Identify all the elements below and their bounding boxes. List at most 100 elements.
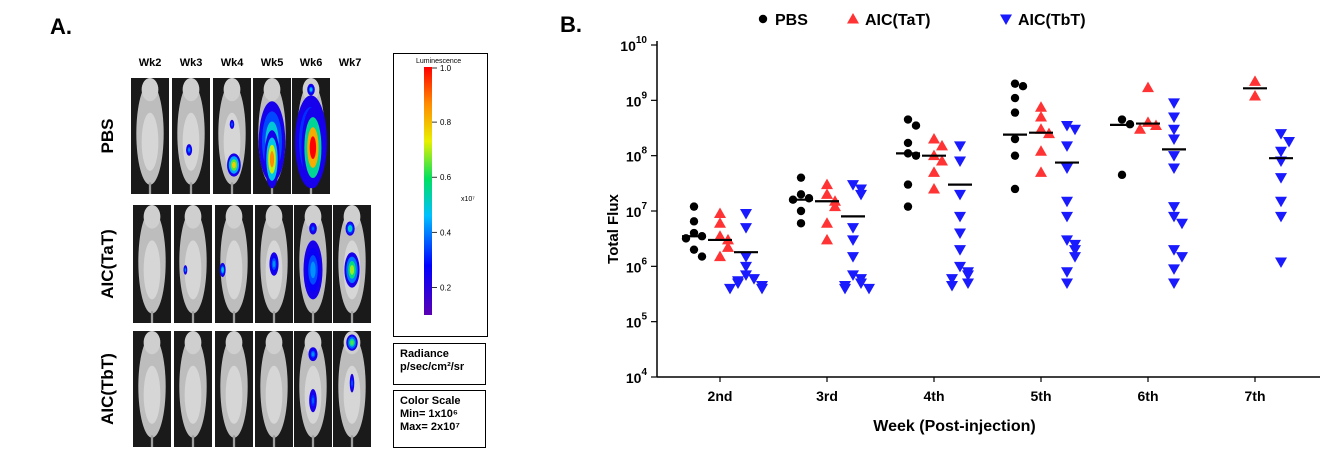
color-scale-box: Color Scale Min= 1x10⁶ Max= 2x10⁷	[393, 390, 486, 448]
data-point-2	[847, 180, 859, 191]
data-point-2	[1069, 124, 1081, 136]
data-point-2	[847, 252, 859, 263]
color-scale-line3: Max= 2x10⁷	[400, 421, 460, 433]
data-point-2	[1283, 137, 1295, 148]
data-point-2	[1168, 163, 1180, 174]
data-point-2	[1275, 129, 1287, 140]
data-point-1	[1035, 123, 1047, 134]
data-point-2	[740, 270, 752, 281]
legend: PBS AIC(TaT) AIC(TbT)	[758, 12, 1086, 29]
colorbar-tick-label: 0.4	[440, 228, 452, 237]
data-point-0	[1117, 170, 1127, 180]
legend-marker-2	[1000, 14, 1012, 25]
data-point-2	[954, 189, 966, 201]
data-point-2	[748, 274, 760, 285]
week-label-wk7: Wk7	[338, 57, 362, 69]
y-tick-label: 1010	[620, 35, 647, 54]
legend-label-1: AIC(TaT)	[865, 12, 930, 29]
data-point-2	[756, 283, 768, 295]
data-point-2	[847, 270, 859, 281]
data-point-2	[954, 228, 966, 240]
colorbar-gradient	[424, 67, 432, 315]
data-point-2	[1061, 278, 1073, 289]
colorbar-tick-label: 1.0	[440, 64, 452, 73]
x-axis-label: Week (Post-injection)	[873, 418, 1035, 435]
color-scale-line2: Min= 1x10⁶	[400, 408, 458, 420]
data-point-0	[1010, 134, 1020, 144]
x-tick-label: 2nd	[708, 388, 733, 404]
mouse-image-2-3	[255, 331, 293, 447]
data-point-0	[1018, 82, 1028, 91]
mouse-image-2-2	[215, 331, 253, 447]
data-point-1	[1142, 81, 1154, 93]
y-tick-label: 108	[626, 146, 648, 165]
data-point-0	[1010, 108, 1020, 117]
group-label-2: AIC(TbT)	[98, 353, 117, 425]
data-point-0	[804, 194, 814, 203]
data-point-2	[847, 235, 859, 246]
data-point-1	[821, 233, 833, 245]
mouse-image-1-4	[294, 205, 332, 323]
data-point-2	[1275, 173, 1287, 184]
colorbar-ticks: 1.0 0.8 0.6 0.4 0.2	[432, 64, 452, 292]
data-point-2	[863, 283, 875, 295]
data-point-2	[740, 209, 752, 220]
data-point-1	[936, 155, 948, 166]
y-axis-label: Total Flux	[605, 193, 622, 263]
mouse-image-1-0	[133, 205, 171, 323]
data-point-0	[796, 206, 806, 216]
x-tick-label: 5th	[1031, 388, 1052, 404]
data-point-2	[740, 223, 752, 234]
data-point-1	[714, 207, 726, 219]
group-label-1: AIC(TaT)	[98, 229, 117, 299]
legend-label-0: PBS	[775, 12, 808, 29]
data-point-1	[714, 217, 726, 228]
data-point-0	[903, 115, 913, 124]
colorbar-exponent: x10⁷	[461, 196, 475, 203]
data-point-2	[1069, 252, 1081, 263]
data-point-0	[689, 217, 699, 226]
data-point-0	[796, 190, 806, 199]
data-point-2	[1061, 141, 1073, 152]
data-point-1	[1035, 145, 1047, 156]
week-label-wk3: Wk3	[179, 57, 203, 69]
data-point-2	[855, 184, 867, 195]
data-point-2	[847, 223, 859, 234]
data-point-2	[1168, 112, 1180, 123]
data-point-0	[689, 202, 699, 211]
data-point-2	[1168, 98, 1180, 109]
mouse-image-1-5	[333, 205, 371, 323]
data-point-2	[1061, 196, 1073, 208]
data-point-2	[1275, 146, 1287, 158]
week-label-wk2: Wk2	[138, 57, 162, 69]
mouse-image-2-1	[174, 331, 212, 447]
panel-a-letter: A.	[50, 14, 72, 39]
mouse-image-0-3	[253, 78, 291, 194]
data-point-2	[1168, 278, 1180, 289]
group-label-0: PBS	[98, 118, 117, 154]
data-point-1	[928, 166, 940, 177]
data-point-1	[1142, 116, 1154, 127]
data-point-2	[1168, 202, 1180, 213]
data-point-2	[954, 211, 966, 223]
data-point-0	[796, 173, 806, 182]
legend-marker-0	[758, 14, 768, 24]
data-point-2	[1168, 151, 1180, 162]
data-point-0	[911, 121, 921, 130]
radiance-box: Radiance p/sec/cm²/sr	[393, 343, 486, 385]
data-point-2	[1168, 245, 1180, 256]
data-point-1	[829, 200, 841, 212]
data-point-2	[962, 270, 974, 281]
week-label-wk5: Wk5	[260, 57, 284, 69]
colorbar-tick-label: 0.8	[440, 118, 452, 127]
colorbar-tick-label: 0.6	[440, 173, 452, 182]
data-point-0	[796, 219, 806, 228]
data-point-1	[714, 250, 726, 262]
data-point-1	[1035, 110, 1047, 122]
data-point-2	[954, 156, 966, 168]
data-point-2	[954, 141, 966, 152]
mouse-image-1-2	[215, 205, 253, 323]
data-point-1	[1134, 123, 1146, 134]
x-tick-label: 6th	[1138, 388, 1159, 404]
mouse-image-0-4	[292, 78, 330, 194]
